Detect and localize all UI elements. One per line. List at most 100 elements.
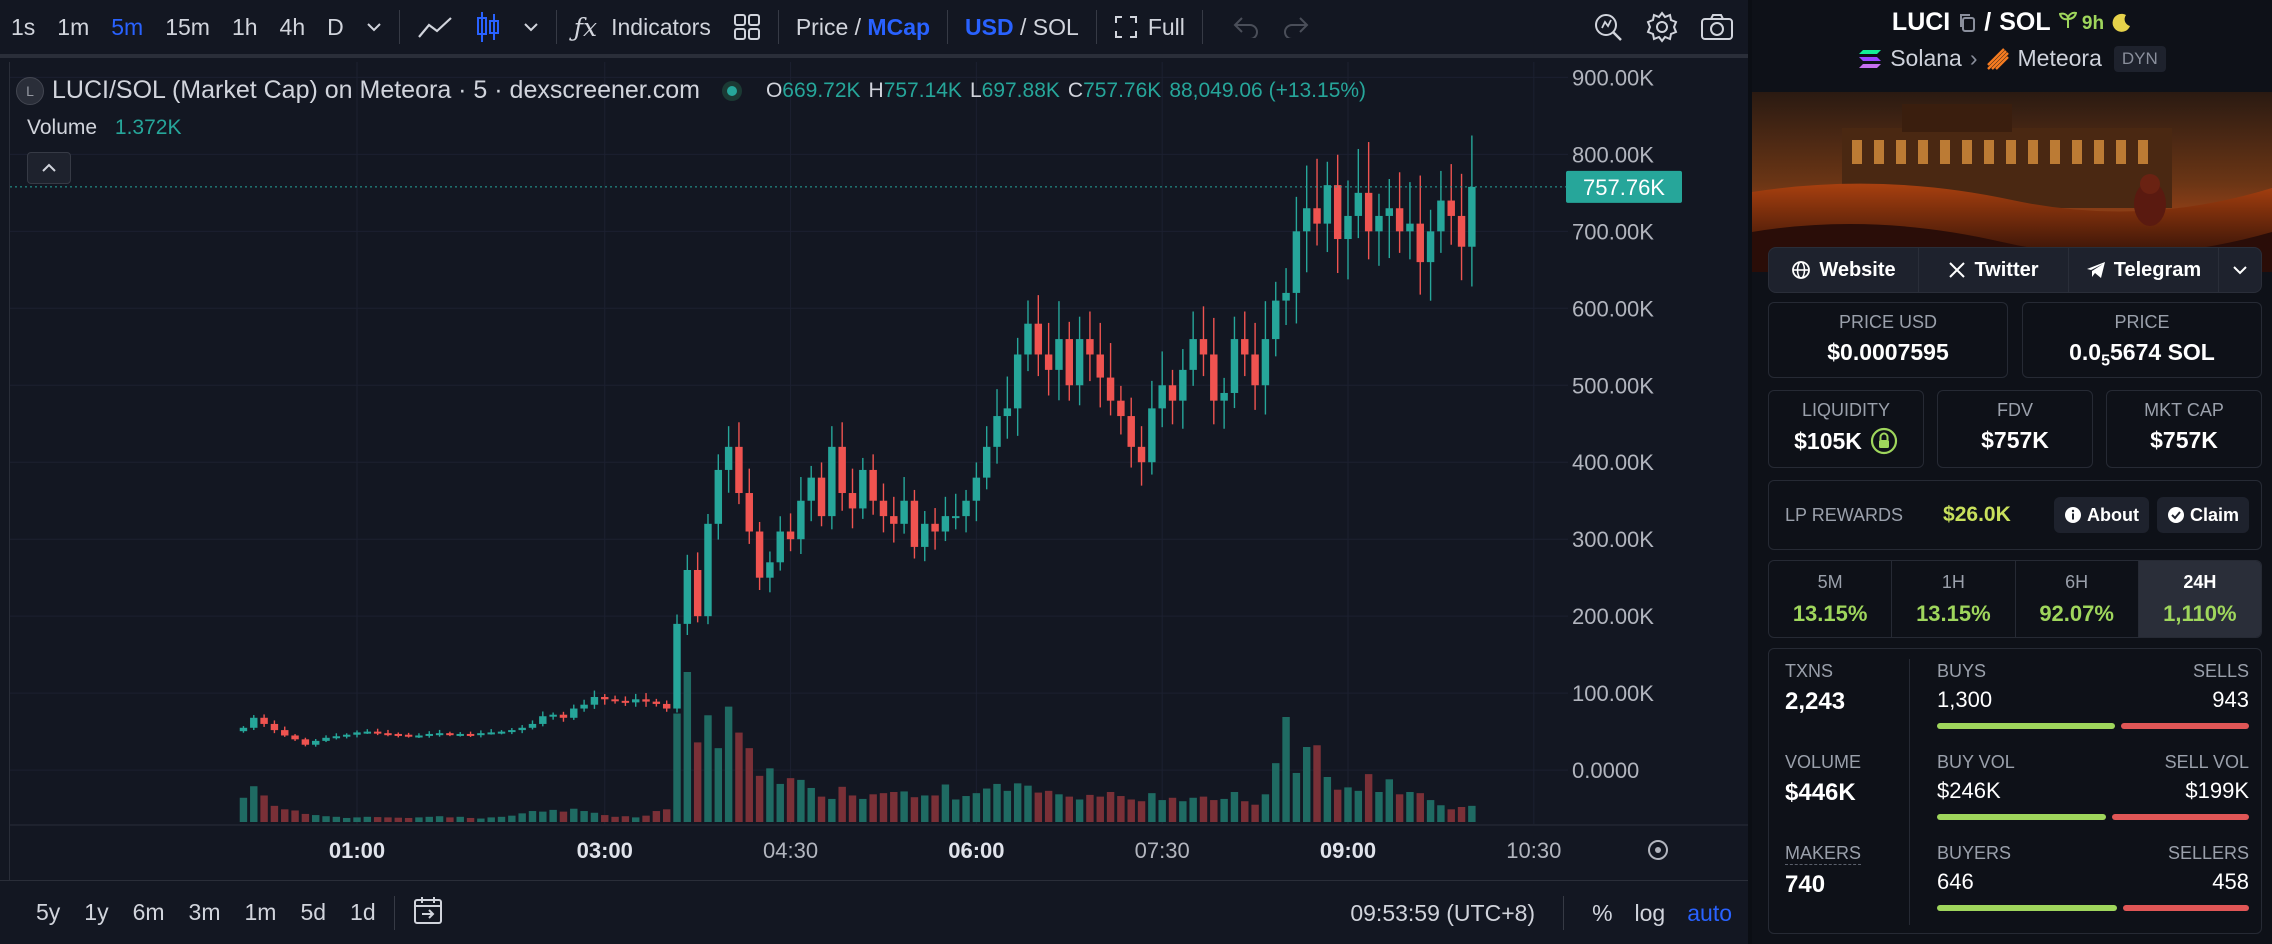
copy-icon[interactable] — [1958, 13, 1976, 33]
range-3m[interactable]: 3m — [188, 899, 221, 925]
chart-toolbar: 1s 1m 5m 15m 1h 4h D ƒx Indicators — [0, 0, 1748, 58]
pane-resize-divider[interactable] — [1748, 0, 1752, 944]
y-tick-label: 0.0000 — [1572, 758, 1639, 783]
candle-body — [322, 737, 330, 741]
collapse-legend-button[interactable] — [27, 152, 71, 184]
volume-bar — [353, 817, 361, 822]
candles-chart-icon[interactable] — [464, 0, 512, 56]
bottom-right-controls: 09:53:59 (UTC+8) % log auto — [1350, 881, 1732, 944]
time-axis-settings-icon — [1648, 840, 1668, 860]
claim-button[interactable]: Claim — [2156, 497, 2249, 533]
volume-bar — [673, 713, 681, 822]
telegram-link[interactable]: Telegram — [2069, 248, 2219, 292]
makers-row: MAKERS 740 BUYERS SELLERS 646 458 — [1769, 831, 2263, 921]
volume-bar — [817, 796, 826, 822]
y-tick-label: 800.00K — [1572, 142, 1654, 167]
mktcap-label: MKT CAP — [2144, 400, 2224, 420]
meteora-logo-icon — [1986, 47, 2009, 70]
candle-body — [1075, 339, 1084, 386]
candle-body — [570, 708, 578, 718]
sol-label: SOL — [1032, 13, 1079, 40]
goto-date-icon[interactable] — [401, 895, 455, 931]
candle-body — [952, 516, 960, 519]
tf-6h-tab[interactable]: 6H 92.07% — [2016, 561, 2139, 637]
volume-bar — [683, 672, 692, 822]
clock-time[interactable]: 09:53:59 (UTC+8) — [1350, 899, 1536, 926]
candle-body — [1024, 323, 1032, 355]
camera-screenshot-icon[interactable] — [1689, 0, 1748, 56]
grid-lines — [10, 62, 1568, 824]
undo-icon[interactable] — [1221, 0, 1271, 56]
range-5d[interactable]: 5d — [300, 899, 327, 925]
range-6m[interactable]: 6m — [132, 899, 165, 925]
volume-bar — [1447, 809, 1455, 822]
more-socials-button[interactable] — [2219, 248, 2261, 292]
interval-4h[interactable]: 4h — [279, 13, 306, 40]
range-1d[interactable]: 1d — [350, 899, 376, 925]
range-1m[interactable]: 1m — [244, 899, 277, 925]
breadcrumb-separator: › — [1969, 45, 1978, 71]
twitter-link[interactable]: Twitter — [1919, 248, 2069, 292]
interval-d[interactable]: D — [327, 13, 344, 40]
sellers-ratio-bar — [2122, 905, 2249, 911]
range-5y[interactable]: 5y — [36, 899, 61, 925]
tf-5m-tab[interactable]: 5M 13.15% — [1769, 561, 1893, 637]
candle-body — [910, 500, 919, 547]
chart-type-dropdown-icon[interactable] — [512, 0, 550, 56]
candle-body — [394, 733, 403, 736]
line-chart-icon[interactable] — [406, 0, 464, 56]
price-mcap-toggle[interactable]: Price / MCap — [785, 0, 941, 56]
interval-1m[interactable]: 1m — [57, 13, 90, 40]
high-value: 757.14K — [883, 78, 962, 102]
tf-24h-tab[interactable]: 24H 1,110% — [2138, 561, 2261, 637]
interval-dropdown-icon[interactable] — [355, 0, 393, 56]
about-button[interactable]: About — [2053, 497, 2149, 533]
quote-symbol: SOL — [1999, 8, 2051, 36]
candle-body — [1282, 292, 1290, 301]
interval-1s[interactable]: 1s — [11, 13, 36, 40]
dex-name[interactable]: Meteora — [2017, 45, 2102, 71]
volume-bar — [869, 794, 877, 822]
tf-1h-tab[interactable]: 1H 13.15% — [1892, 561, 2016, 637]
volume-value: $446K — [1785, 779, 1856, 806]
market-status-dot-icon — [721, 80, 742, 101]
fullscreen-button[interactable]: Full — [1103, 0, 1196, 56]
solana-logo-icon — [1859, 49, 1882, 68]
volume-bar — [921, 795, 929, 822]
usd-sol-toggle[interactable]: USD / SOL — [954, 0, 1090, 56]
mktcap-card: MKT CAP $757K — [2106, 390, 2262, 468]
volume-stat: VOLUME $446K — [1785, 752, 1861, 807]
percent-scale-toggle[interactable]: % — [1592, 899, 1613, 926]
candlestick-chart[interactable]: 900.00K 800.00K 700.00K 600.00K 500.00K 400.0… — [10, 62, 1748, 878]
candle-body — [384, 733, 392, 736]
volume-bar — [776, 783, 784, 822]
log-scale-toggle[interactable]: log — [1634, 899, 1666, 926]
lock-icon[interactable] — [1870, 427, 1898, 455]
indicators-button[interactable]: ƒx Indicators — [563, 0, 722, 56]
volume-bar — [1468, 805, 1476, 822]
axes: 900.00K 800.00K 700.00K 600.00K 500.00K 400.0… — [10, 65, 1748, 863]
candle-body — [931, 523, 939, 532]
settings-gear-icon[interactable] — [1635, 0, 1689, 56]
website-link[interactable]: Website — [1769, 248, 1919, 292]
chain-name[interactable]: Solana — [1890, 45, 1962, 71]
legend-close: C757.76K — [1068, 79, 1161, 103]
range-1y[interactable]: 1y — [84, 899, 109, 925]
auto-scale-toggle[interactable]: auto — [1687, 899, 1732, 926]
interval-1h[interactable]: 1h — [231, 13, 258, 40]
redo-icon[interactable] — [1271, 0, 1321, 56]
layouts-icon[interactable] — [722, 0, 772, 56]
candle-body — [807, 477, 815, 501]
lp-rewards-row: LP REWARDS $26.0K About Claim — [1768, 480, 2262, 550]
interval-5m[interactable]: 5m — [111, 13, 144, 40]
buyers-value: 646 — [1937, 869, 1974, 894]
interval-15m[interactable]: 15m — [165, 13, 210, 40]
quick-search-icon[interactable] — [1581, 0, 1635, 56]
volume-bar — [848, 795, 857, 822]
buy-vol-label: BUY VOL — [1937, 752, 2015, 772]
about-label: About — [2086, 504, 2139, 525]
candle-body — [559, 714, 568, 718]
volume-bar — [1292, 772, 1301, 822]
chart-frame[interactable]: 900.00K 800.00K 700.00K 600.00K 500.00K 400.0… — [10, 62, 1748, 878]
legend-title: LUCI/SOL (Market Cap) on Meteora · 5 · d… — [52, 76, 700, 104]
